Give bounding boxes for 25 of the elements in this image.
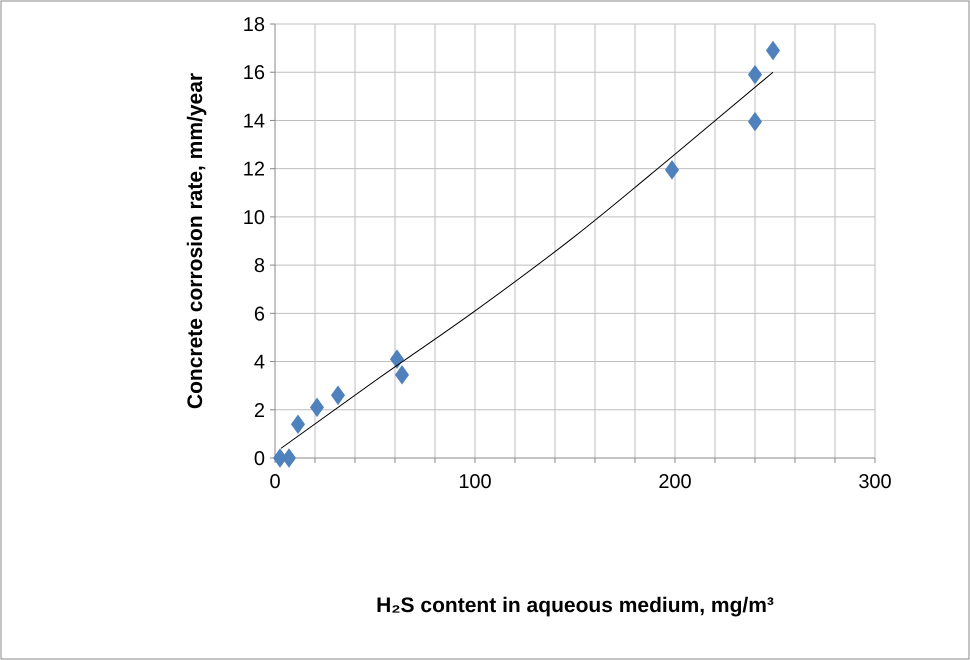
y-tick-label: 2 [254,400,265,422]
y-axis-title: Concrete corrosion rate, mm/year [184,72,207,410]
point [748,64,762,84]
point [290,414,306,434]
x-tick-label: 300 [858,471,892,493]
point [664,160,680,180]
point [748,112,762,132]
point [390,349,404,369]
y-tick-label: 18 [242,14,265,36]
x-axis-title: H₂S content in aqueous medium, mg/m³ [376,594,774,617]
point [394,365,410,385]
x-tick-label: 100 [458,471,492,493]
y-tick-label: 0 [254,448,265,470]
y-tick-label: 4 [254,352,265,374]
x-tick-label: 0 [269,471,281,493]
y-tick-label: 12 [242,158,265,181]
y-tick-label: 14 [242,110,265,132]
x-tick-label: 200 [658,471,692,493]
y-tick-label: 16 [242,62,265,84]
point [310,398,324,418]
y-tick-label: 6 [254,303,265,326]
point [766,40,780,60]
y-tick-label: 10 [242,206,265,229]
y-tick-label: 8 [254,255,265,278]
point [330,386,346,406]
